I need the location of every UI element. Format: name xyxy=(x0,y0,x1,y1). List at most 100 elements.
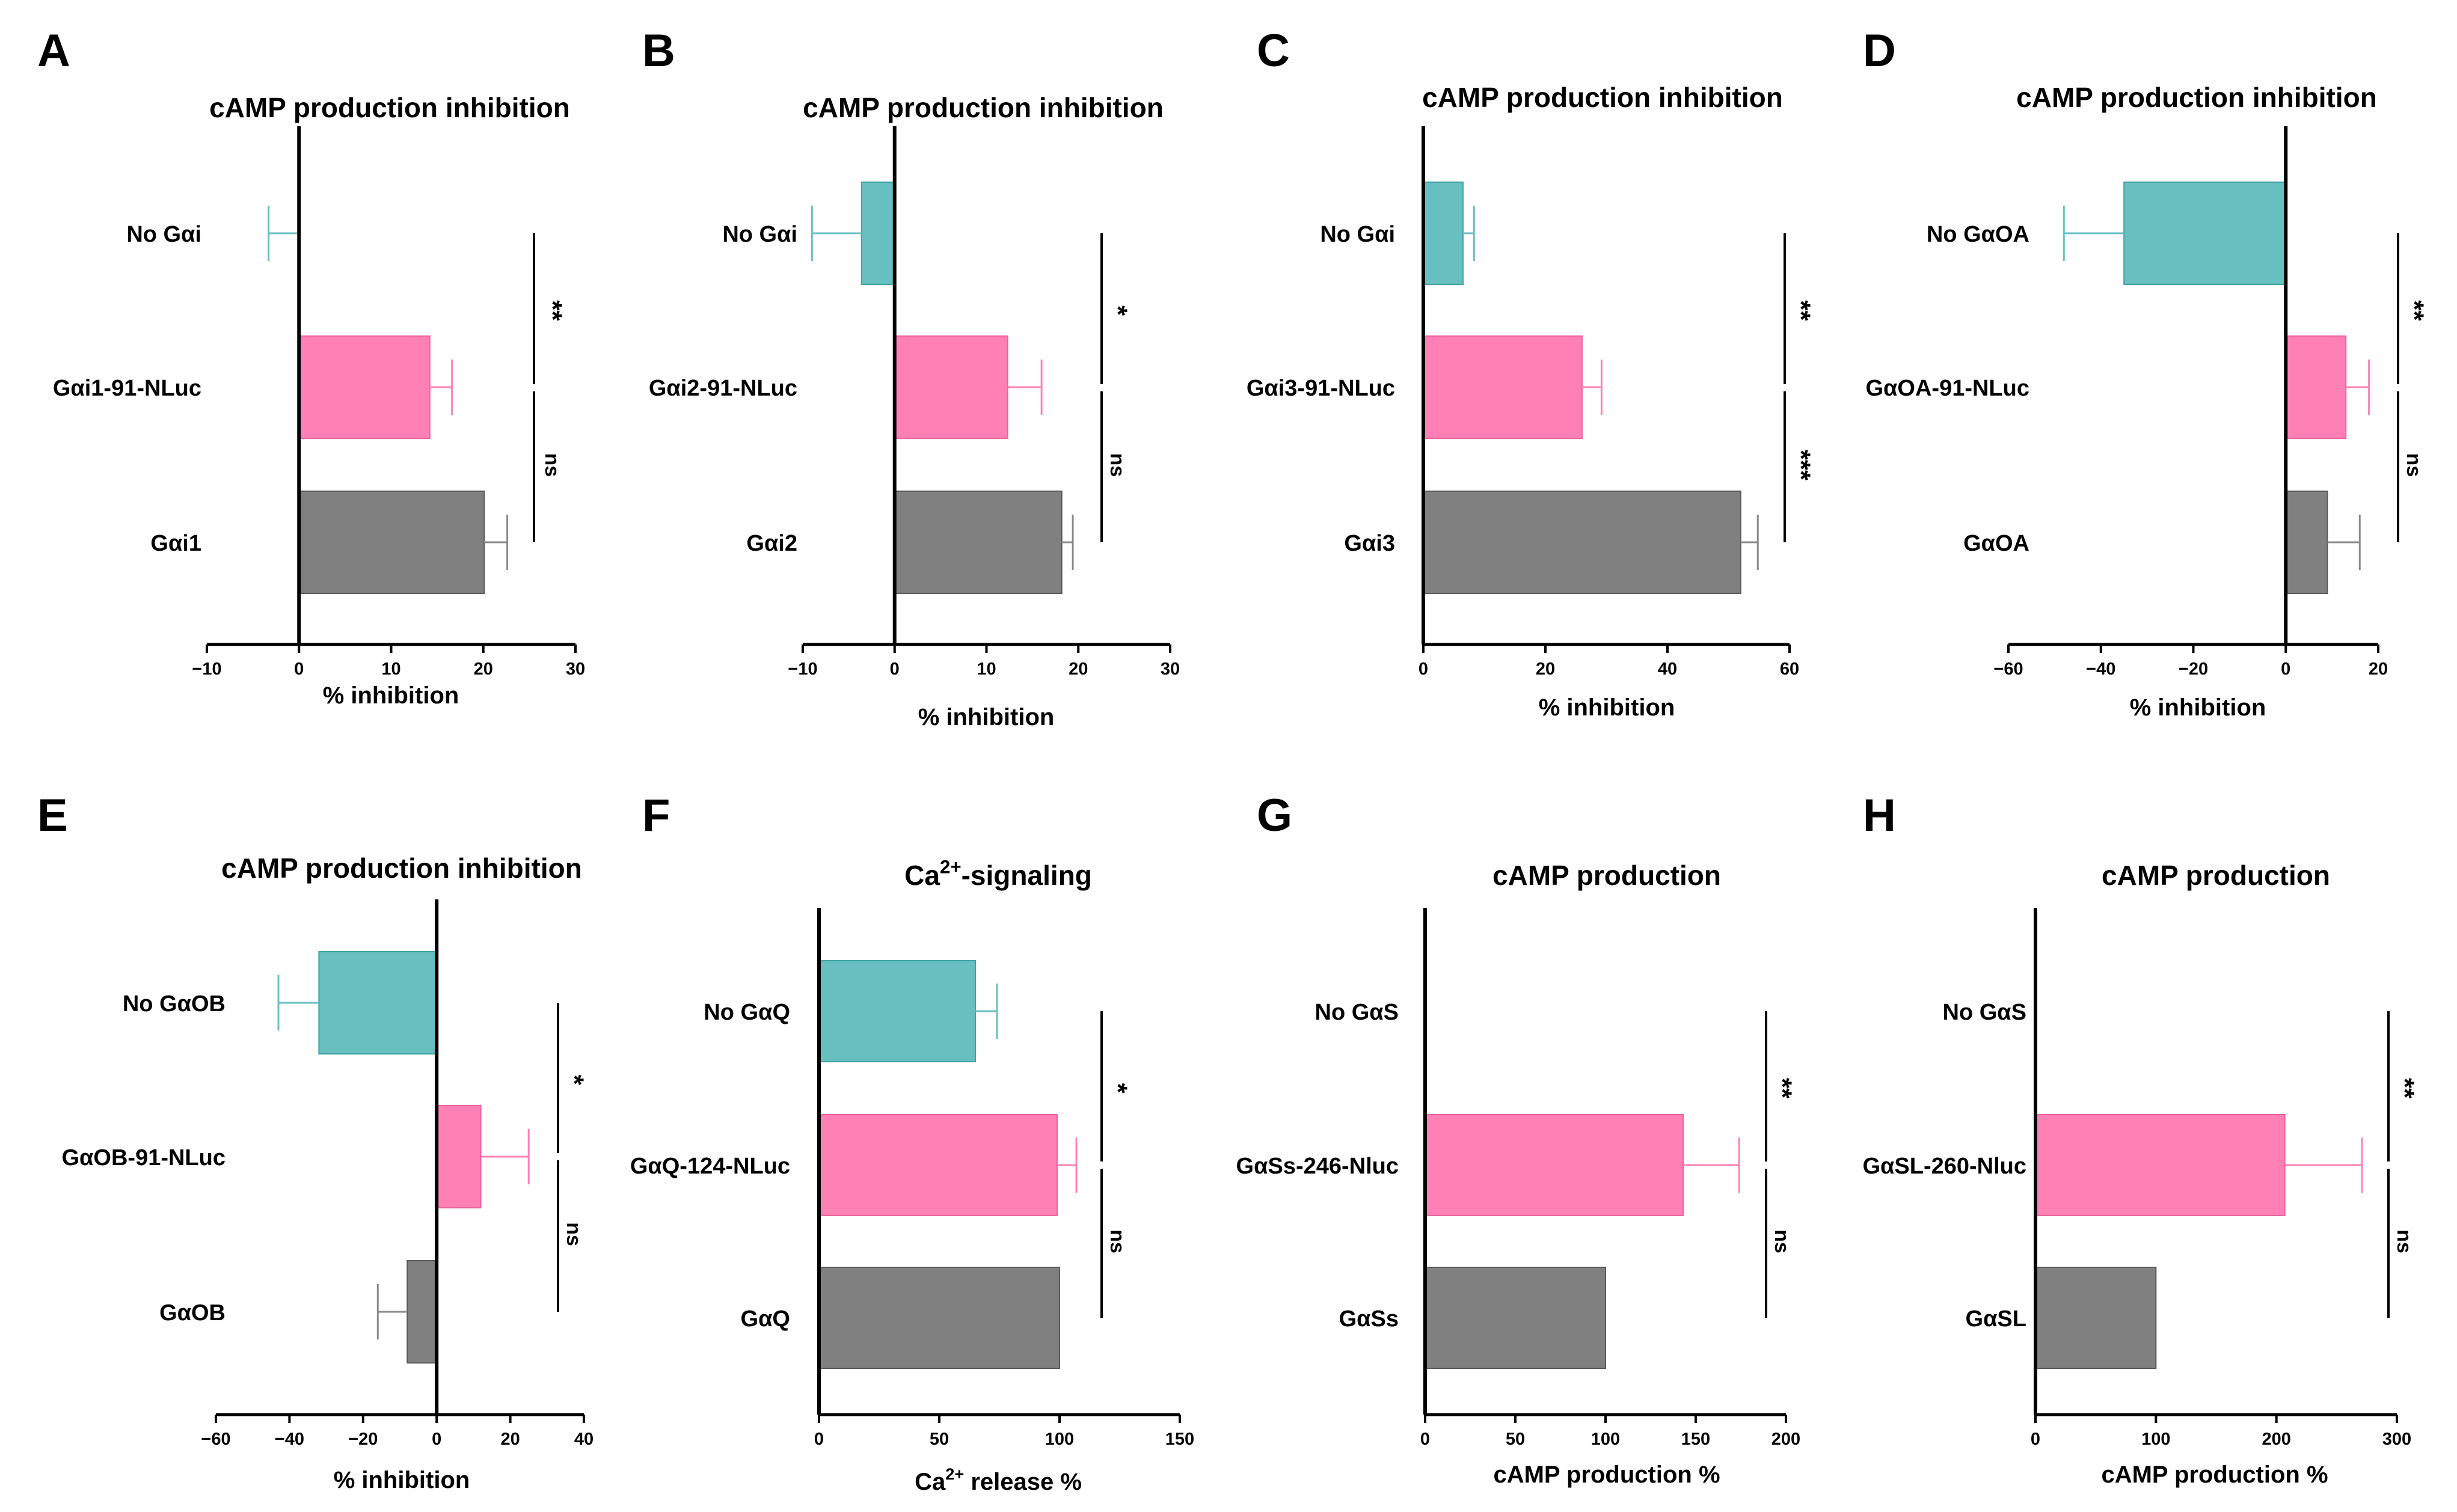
bar xyxy=(860,182,895,285)
bar xyxy=(2035,1267,2157,1369)
chart-title: cAMP production inhibition xyxy=(209,92,570,123)
chart-title: Ca2+-signaling xyxy=(904,857,1092,891)
significance-label: *** xyxy=(1786,450,1815,481)
category-label: No GαQ xyxy=(704,1000,790,1025)
significance-label: ** xyxy=(2390,1078,2419,1099)
category-label: Gαi1-91-NLuc xyxy=(53,376,201,401)
panel-letter: B xyxy=(642,25,675,76)
category-label: No GαOA xyxy=(1927,222,2029,247)
x-tick-label: 20 xyxy=(500,1430,520,1449)
category-label: Gαi3 xyxy=(1344,531,1395,556)
chart-title: cAMP production xyxy=(2102,860,2330,891)
x-tick-label: 30 xyxy=(566,660,585,679)
significance-label: ns xyxy=(1106,453,1129,477)
bar xyxy=(298,491,485,594)
x-axis-label: % inhibition xyxy=(2130,694,2266,721)
category-label: GαSs-246-Nluc xyxy=(1236,1154,1399,1179)
category-label: Gαi3-91-NLuc xyxy=(1247,376,1395,401)
category-label: GαSL-260-Nluc xyxy=(1862,1154,2026,1179)
panel-letter: C xyxy=(1257,25,1290,76)
x-tick-label: 20 xyxy=(1536,660,1555,679)
category-label: Gαi2 xyxy=(746,531,797,556)
x-tick-label: −40 xyxy=(2086,660,2115,679)
significance-label: ns xyxy=(1770,1229,1793,1253)
chart-title: cAMP production inhibition xyxy=(1422,82,1783,113)
x-axis-label: % inhibition xyxy=(323,682,459,709)
panel-letter: D xyxy=(1863,25,1896,76)
x-tick-label: 0 xyxy=(1419,660,1428,679)
x-tick-label: 100 xyxy=(1045,1430,1074,1449)
bar xyxy=(318,951,438,1054)
x-tick-label: 300 xyxy=(2382,1430,2411,1449)
chart-title: cAMP production xyxy=(1492,860,1721,891)
x-tick-label: 20 xyxy=(2369,660,2388,679)
panel-letter: G xyxy=(1257,790,1292,841)
category-label: GαSs xyxy=(1339,1306,1399,1332)
x-tick-label: 20 xyxy=(474,660,493,679)
significance-label: ns xyxy=(1106,1229,1129,1253)
x-axis-label: cAMP production % xyxy=(1493,1461,1720,1488)
x-tick-label: 60 xyxy=(1780,660,1799,679)
x-tick-label: 50 xyxy=(1506,1430,1525,1449)
category-label: GαQ-124-NLuc xyxy=(630,1154,790,1179)
x-tick-label: 0 xyxy=(432,1430,441,1449)
x-tick-label: −60 xyxy=(201,1430,230,1449)
significance-label: * xyxy=(559,1074,589,1085)
x-tick-label: 10 xyxy=(977,660,996,679)
bar xyxy=(818,1114,1058,1216)
x-tick-label: −10 xyxy=(192,660,221,679)
category-label: No GαS xyxy=(1315,1000,1399,1025)
bar xyxy=(2123,182,2287,285)
panel-letter: F xyxy=(642,790,670,841)
x-tick-label: −10 xyxy=(788,660,817,679)
x-tick-label: 0 xyxy=(2031,1430,2040,1449)
x-tick-label: 40 xyxy=(574,1430,594,1449)
x-tick-label: 200 xyxy=(2262,1430,2290,1449)
x-tick-label: 0 xyxy=(294,660,304,679)
significance-label: ** xyxy=(1786,300,1815,321)
x-tick-label: 150 xyxy=(1681,1430,1710,1449)
x-tick-label: 0 xyxy=(890,660,900,679)
bar xyxy=(894,491,1063,594)
bar xyxy=(1423,491,1741,594)
category-label: No Gαi xyxy=(1320,222,1395,247)
category-label: GαOB xyxy=(159,1300,225,1326)
x-tick-label: 0 xyxy=(1420,1430,1430,1449)
x-tick-label: 100 xyxy=(1591,1430,1620,1449)
x-tick-label: 100 xyxy=(2141,1430,2170,1449)
chart-title: cAMP production inhibition xyxy=(2016,82,2377,113)
x-tick-label: −20 xyxy=(348,1430,378,1449)
x-tick-label: −40 xyxy=(275,1430,304,1449)
category-label: GαSL xyxy=(1966,1306,2026,1332)
chart-title: cAMP production inhibition xyxy=(221,852,582,884)
bar xyxy=(818,960,976,1062)
bar xyxy=(298,335,431,439)
x-tick-label: 20 xyxy=(1069,660,1088,679)
category-label: Gαi1 xyxy=(150,531,201,556)
x-axis-label: % inhibition xyxy=(334,1467,470,1493)
x-tick-label: 30 xyxy=(1161,660,1180,679)
bar xyxy=(1425,1114,1684,1216)
category-label: No Gαi xyxy=(722,222,797,247)
chart-title: cAMP production inhibition xyxy=(803,92,1164,123)
bar xyxy=(2285,491,2328,594)
x-tick-label: 40 xyxy=(1658,660,1677,679)
bar xyxy=(436,1105,482,1208)
bar xyxy=(1423,182,1464,285)
significance-label: ** xyxy=(2399,300,2429,321)
category-label: GαQ xyxy=(741,1306,790,1332)
x-tick-label: 0 xyxy=(2281,660,2290,679)
panel-letter: E xyxy=(37,790,68,841)
x-tick-label: 10 xyxy=(381,660,400,679)
category-label: GαOA-91-NLuc xyxy=(1866,376,2030,401)
significance-label: ** xyxy=(1767,1078,1797,1099)
bar xyxy=(2035,1114,2286,1216)
bar xyxy=(1425,1267,1606,1369)
